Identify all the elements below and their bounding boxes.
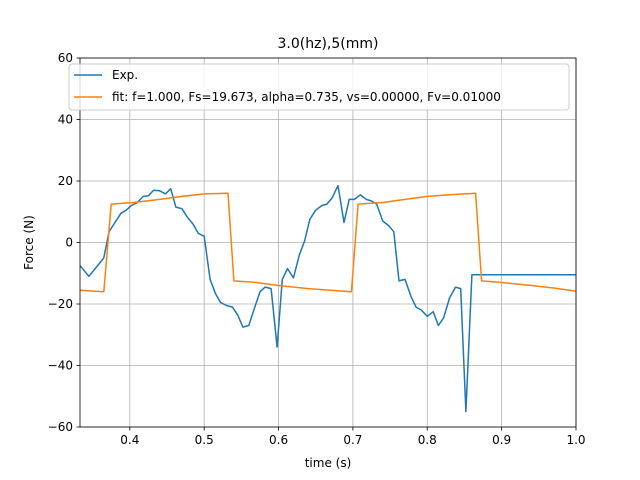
- legend: Exp. fit: f=1.000, Fs=19.673, alpha=0.73…: [68, 63, 570, 111]
- x-tick-label: 0.8: [418, 433, 437, 447]
- exp-series-line: [80, 184, 576, 413]
- x-tick-label: 0.4: [120, 433, 139, 447]
- x-tick-label: 0.6: [269, 433, 288, 447]
- legend-label-fit: fit: f=1.000, Fs=19.673, alpha=0.735, vs…: [112, 90, 501, 104]
- y-axis-label: Force (N): [22, 215, 36, 270]
- y-tick-label: −20: [48, 297, 73, 311]
- fit-series-line: [80, 192, 576, 293]
- x-tick-label: 1.0: [566, 433, 585, 447]
- series-layer: [80, 184, 576, 413]
- y-tick-label: 40: [58, 113, 73, 127]
- x-axis-label: time (s): [305, 456, 352, 470]
- y-tick-label: 60: [58, 51, 73, 65]
- y-tick-label: 0: [65, 236, 73, 250]
- x-tick-label: 0.5: [195, 433, 214, 447]
- y-tick-label: −40: [48, 359, 73, 373]
- x-tick-label: 0.9: [492, 433, 511, 447]
- y-tick-label: −60: [48, 420, 73, 434]
- y-tick-label: 20: [58, 174, 73, 188]
- x-tick-label: 0.7: [343, 433, 362, 447]
- tick-layer: 0.4 0.5 0.6 0.7 0.8 0.9 1.0 −60 −40 −20 0 20 40 60: [48, 51, 586, 447]
- legend-label-exp: Exp.: [112, 68, 138, 82]
- legend-box: [68, 63, 570, 111]
- chart-title: 3.0(hz),5(mm): [278, 36, 379, 52]
